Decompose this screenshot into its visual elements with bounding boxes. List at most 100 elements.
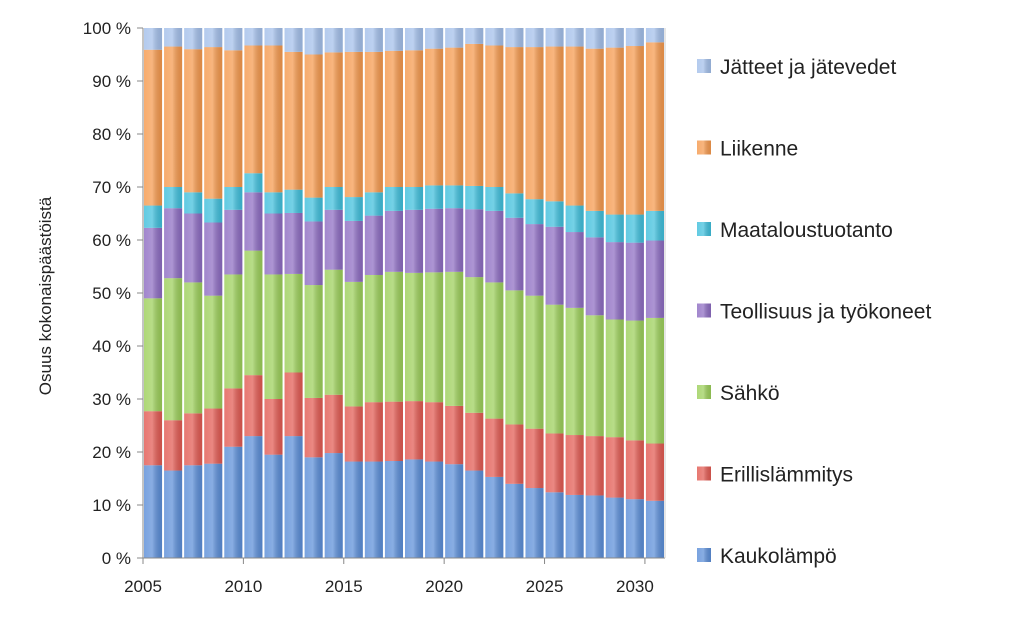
bar-segment-shading <box>485 418 504 477</box>
plot-area <box>142 28 666 559</box>
bar-segment-shading <box>204 47 223 199</box>
y-axis-ticks: 0 % 10 % 20 % 30 % 40 % 50 % 60 % 70 % 80 % 90 % 1… <box>83 19 143 568</box>
bar-segment-shading <box>224 274 243 389</box>
bar-segment-shading <box>405 272 424 402</box>
bar-segment-shading <box>565 205 584 233</box>
bar-segment-shading <box>585 28 604 49</box>
bar-segment-shading <box>505 217 524 291</box>
bar-segment-shading <box>405 401 424 460</box>
bar-segment-shading <box>284 212 303 274</box>
bar-segment-shading <box>565 46 584 206</box>
bar-segment-shading <box>605 47 624 215</box>
bar-segment-shading <box>625 242 644 321</box>
bar-segment-shading <box>485 28 504 46</box>
bar-segment-shading <box>184 49 203 193</box>
bar-segment-shading <box>284 273 303 373</box>
bar-segment-shading <box>625 46 644 215</box>
y-tick-label: 60 % <box>92 231 131 250</box>
x-tick-label: 2015 <box>325 577 363 596</box>
bar-segment-shading <box>585 495 604 558</box>
bar-segment-shading <box>344 51 363 198</box>
bar-segment-shading <box>585 210 604 238</box>
bar-segment-shading <box>645 210 664 241</box>
y-tick-label: 100 % <box>83 19 131 38</box>
bar-segment-shading <box>264 45 283 193</box>
bar-segment-shading <box>244 436 263 558</box>
legend-swatch-shading <box>697 303 711 318</box>
bar-segment-shading <box>244 375 263 437</box>
bar-segment-shading <box>545 433 564 493</box>
bar-segment-shading <box>465 412 484 471</box>
bar-segment-shading <box>164 208 183 279</box>
bar-segment-shading <box>324 187 343 210</box>
bar-segment-shading <box>405 50 424 188</box>
bar-segment-shading <box>465 277 484 413</box>
bar-stacks <box>144 28 664 558</box>
bar-segment-shading <box>425 208 444 273</box>
bar-segment-shading <box>405 459 424 558</box>
bar-segment-shading <box>344 197 363 221</box>
bar-segment-shading <box>505 290 524 425</box>
bar-segment-shading <box>565 232 584 308</box>
bar-segment-shading <box>425 185 444 209</box>
bar-segment-shading <box>344 281 363 407</box>
y-tick-label: 90 % <box>92 72 131 91</box>
bar-segment-shading <box>525 199 544 225</box>
bar-segment-shading <box>505 193 524 218</box>
x-tick-label: 2030 <box>616 577 654 596</box>
bar-segment-shading <box>405 28 424 51</box>
bar-segment-shading <box>184 28 203 50</box>
bar-segment-shading <box>264 28 283 46</box>
legend-label: Sähkö <box>720 382 780 405</box>
bar-segment-shading <box>545 304 564 434</box>
bar-segment-shading <box>505 28 524 48</box>
legend-swatch-shading <box>697 385 711 399</box>
bar-segment-shading <box>645 28 664 43</box>
bar-segment-shading <box>585 315 604 437</box>
bar-segment-shading <box>364 192 383 216</box>
bar-segment-shading <box>284 372 303 437</box>
bar-segment-shading <box>344 461 363 558</box>
bar-segment-shading <box>425 461 444 558</box>
bar-segment-shading <box>304 28 323 55</box>
bar-segment-shading <box>364 402 383 462</box>
bar-segment-shading <box>144 465 163 558</box>
legend-label: Liikenne <box>720 138 798 161</box>
bar-segment-shading <box>204 222 223 296</box>
bar-segment-shading <box>184 213 203 283</box>
legend-label: Kaukolämpö <box>720 545 837 568</box>
x-tick-label: 2010 <box>224 577 262 596</box>
bar-segment-shading <box>465 43 484 186</box>
legend-label: Maataloustuotanto <box>720 219 893 242</box>
bar-segment-shading <box>144 411 163 466</box>
bar-segment-shading <box>164 187 183 209</box>
bar-segment-shading <box>605 497 624 558</box>
bar-segment-shading <box>324 453 343 558</box>
bar-segment-shading <box>425 28 444 49</box>
bar-segment-shading <box>525 28 544 48</box>
x-tick-label: 2020 <box>425 577 463 596</box>
bar-segment-shading <box>485 476 504 558</box>
bar-segment-shading <box>324 269 343 395</box>
bar-segment-shading <box>304 221 323 286</box>
bar-segment-shading <box>204 198 223 223</box>
bar-segment-shading <box>565 494 584 558</box>
bar-segment-shading <box>485 282 504 419</box>
x-tick-label: 2005 <box>124 577 162 596</box>
bar-segment-shading <box>224 50 243 188</box>
bar-segment-shading <box>645 443 664 501</box>
bar-segment-shading <box>525 224 544 296</box>
legend: Jätteet ja jätevedet Liikenne Maataloustuo… <box>697 56 931 568</box>
bar-segment-shading <box>224 187 243 210</box>
legend-swatch-shading <box>697 466 711 481</box>
bar-segment-shading <box>284 189 303 213</box>
bar-segment-shading <box>405 187 424 210</box>
bar-segment-shading <box>284 28 303 52</box>
bar-segment-shading <box>264 192 283 214</box>
bar-segment-shading <box>525 47 544 200</box>
bar-segment-shading <box>625 499 644 558</box>
bar-segment-shading <box>445 208 464 272</box>
bar-segment-shading <box>184 282 203 414</box>
